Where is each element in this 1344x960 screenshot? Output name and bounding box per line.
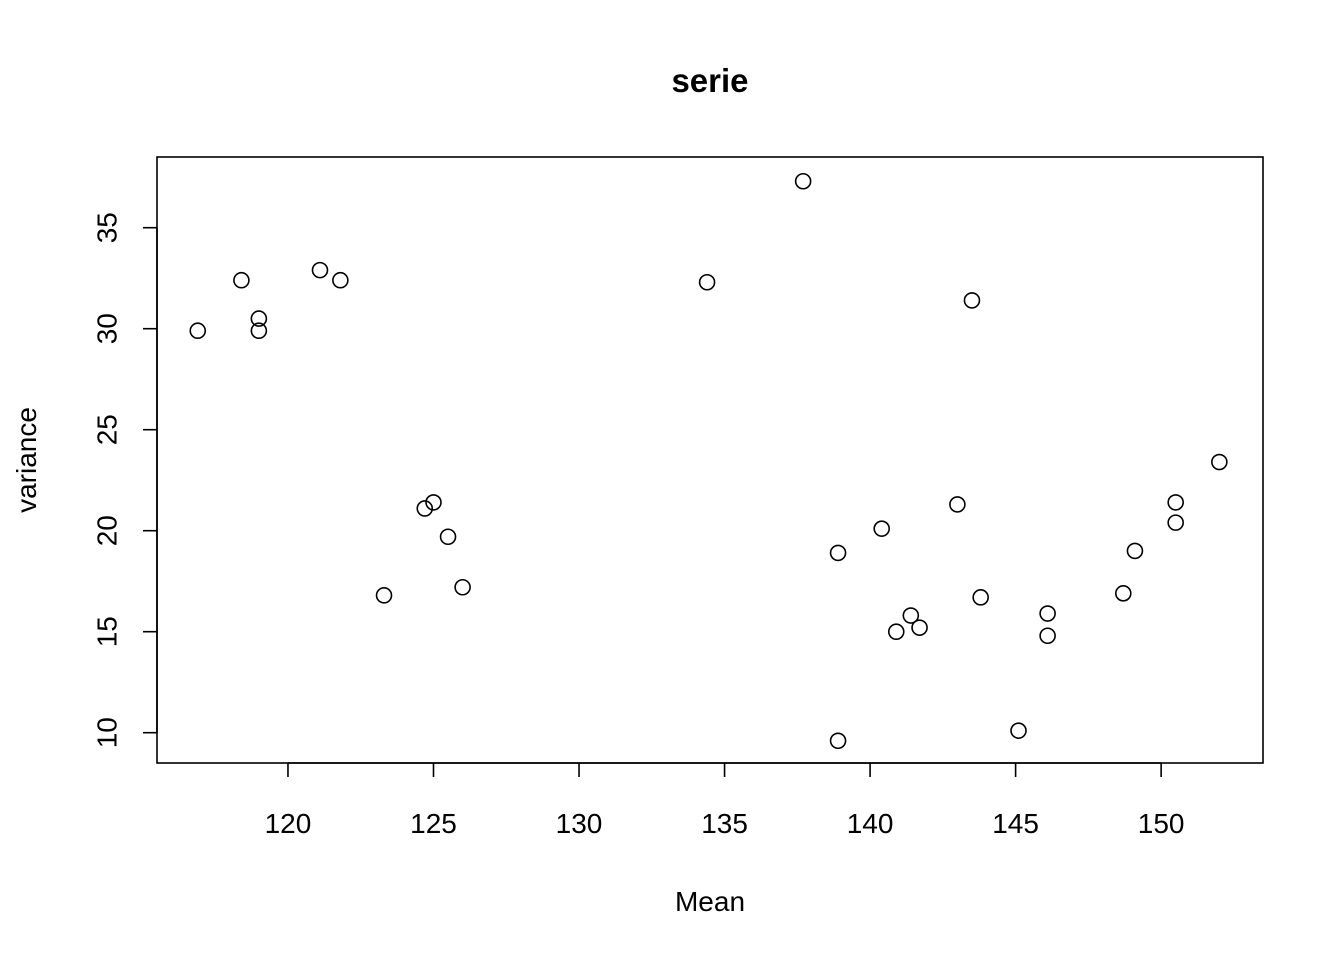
x-tick-label: 125 — [410, 808, 457, 839]
data-point — [1039, 605, 1056, 622]
data-point — [416, 500, 434, 517]
data-point — [439, 528, 457, 546]
data-point — [972, 589, 989, 606]
data-point — [189, 322, 207, 340]
y-tick-label: 10 — [92, 717, 123, 748]
y-tick-label: 15 — [92, 616, 123, 647]
y-axis: 10 15 20 25 30 35 — [92, 212, 158, 748]
data-point — [887, 623, 905, 641]
data-point — [250, 310, 268, 327]
y-tick-label: 20 — [92, 515, 123, 546]
y-tick-label: 35 — [92, 212, 123, 243]
data-point — [911, 619, 928, 636]
x-axis: 120 125 130 135 140 145 150 — [265, 762, 1185, 839]
y-tick-label: 25 — [92, 414, 123, 445]
plot-frame — [156, 156, 1264, 764]
data-point — [963, 292, 981, 309]
x-tick-label: 140 — [847, 808, 894, 839]
data-point — [1167, 494, 1184, 511]
y-axis-label: variance — [11, 407, 42, 513]
data-point — [902, 607, 920, 624]
x-tick-label: 120 — [265, 808, 312, 839]
x-tick-label: 150 — [1138, 808, 1185, 839]
data-point — [1114, 585, 1132, 602]
data-point — [233, 271, 250, 289]
data-point — [1126, 542, 1144, 560]
x-tick-label: 145 — [992, 808, 1039, 839]
x-axis-label: Mean — [675, 886, 745, 917]
x-tick-label: 130 — [556, 808, 603, 839]
data-point — [1039, 627, 1056, 645]
data-point — [332, 271, 349, 289]
data-point — [698, 273, 716, 291]
data-point — [1167, 514, 1184, 531]
data-points — [189, 172, 1228, 750]
data-point — [829, 732, 847, 750]
data-point — [250, 322, 268, 340]
data-point — [794, 172, 812, 190]
chart-title: serie — [671, 62, 748, 99]
data-point — [829, 544, 847, 562]
y-tick-label: 30 — [92, 313, 123, 344]
data-point — [311, 261, 329, 279]
data-point — [1010, 722, 1027, 739]
data-point — [454, 578, 471, 596]
x-tick-label: 135 — [701, 808, 748, 839]
data-point — [873, 520, 891, 537]
data-point — [425, 494, 442, 511]
data-point — [375, 587, 393, 604]
data-point — [949, 496, 966, 513]
data-point — [1211, 453, 1228, 471]
